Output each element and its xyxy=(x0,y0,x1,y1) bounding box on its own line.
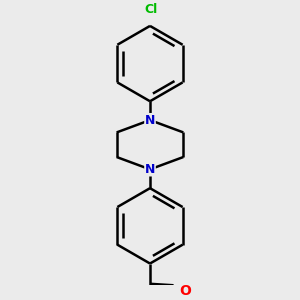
Text: Cl: Cl xyxy=(145,3,158,16)
Text: N: N xyxy=(145,114,155,127)
Text: N: N xyxy=(145,163,155,176)
Text: O: O xyxy=(180,284,191,298)
